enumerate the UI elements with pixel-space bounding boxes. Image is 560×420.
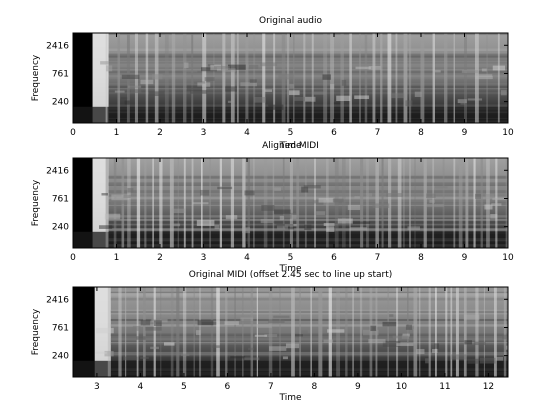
x-tick-label: 4 <box>244 128 250 138</box>
x-tick-label: 8 <box>418 128 424 138</box>
x-tick-label: 7 <box>375 253 381 263</box>
y-axis-label: Frequency <box>31 54 41 101</box>
y-tick-label: 761 <box>52 323 69 333</box>
spectrogram-panel-3: 3 4 5 6 7 8 9 10 11 12 240 761 2416 Original MIDI (of… <box>31 270 509 403</box>
x-tick-label: 10 <box>502 253 514 263</box>
x-tick-label: 3 <box>201 128 207 138</box>
panel-title-overlap: Time <box>278 141 301 151</box>
x-tick-label: 11 <box>439 382 450 392</box>
x-tick-label: 0 <box>70 128 76 138</box>
x-axis-label: Time <box>278 264 301 274</box>
y-tick-label: 761 <box>52 69 69 79</box>
x-tick-label: 4 <box>244 253 250 263</box>
x-tick-label: 8 <box>312 382 318 392</box>
panel-title: Aligned MIDI <box>262 141 319 151</box>
x-axis-label: Time <box>278 393 301 403</box>
x-tick-label: 7 <box>375 128 381 138</box>
y-tick-label: 240 <box>52 98 69 108</box>
x-tick-label: 5 <box>181 382 187 392</box>
x-tick-label: 5 <box>288 128 294 138</box>
y-axis-label: Frequency <box>31 179 41 226</box>
plot-frame <box>72 286 509 378</box>
x-tick-label: 10 <box>396 382 408 392</box>
x-tick-label: 9 <box>355 382 361 392</box>
x-tick-label: 7 <box>268 382 274 392</box>
x-tick-label: 0 <box>70 253 76 263</box>
x-tick-label: 4 <box>138 382 144 392</box>
spectrogram-panel-1: 0 1 2 3 4 5 6 7 8 9 10 240 761 2416 Original audio Freq… <box>31 16 514 138</box>
x-tick-label: 12 <box>483 382 494 392</box>
y-tick-label: 2416 <box>46 295 69 305</box>
y-tick-label: 240 <box>52 352 69 362</box>
y-tick-label: 2416 <box>46 41 69 51</box>
x-tick-label: 10 <box>502 128 514 138</box>
x-tick-label: 3 <box>201 253 207 263</box>
x-tick-label: 6 <box>225 382 231 392</box>
x-tick-label: 6 <box>331 253 337 263</box>
spectrogram-image <box>73 287 508 377</box>
y-tick-label: 2416 <box>46 166 69 176</box>
x-tick-label: 2 <box>157 128 163 138</box>
x-tick-label: 6 <box>331 128 337 138</box>
spectrogram-image <box>73 158 508 248</box>
panel-title: Original audio <box>259 16 323 26</box>
x-tick-label: 9 <box>462 253 468 263</box>
x-tick-label: 5 <box>288 253 294 263</box>
y-axis-label: Frequency <box>31 308 41 355</box>
x-tick-label: 1 <box>114 253 120 263</box>
x-tick-label: 3 <box>94 382 100 392</box>
y-tick-label: 761 <box>52 194 69 204</box>
spectrogram-image <box>73 33 508 123</box>
x-tick-label: 9 <box>462 128 468 138</box>
panel-title: Original MIDI (offset 2.45 sec to line u… <box>189 270 392 280</box>
y-tick-label: 240 <box>52 223 69 233</box>
x-tick-label: 2 <box>157 253 163 263</box>
x-tick-label: 1 <box>114 128 120 138</box>
x-tick-label: 8 <box>418 253 424 263</box>
